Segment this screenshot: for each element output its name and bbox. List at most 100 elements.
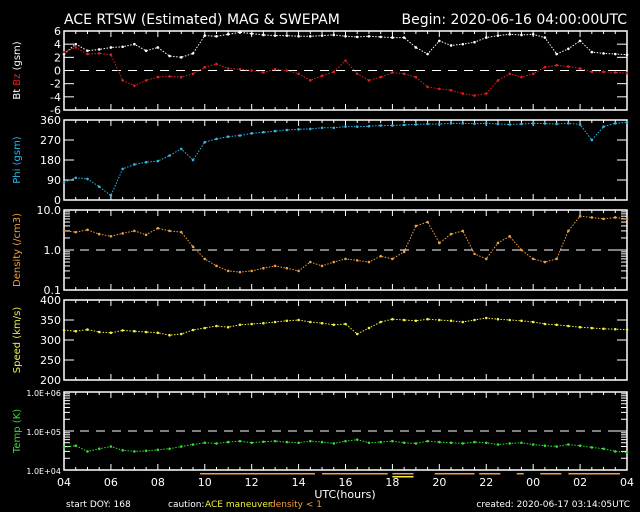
data-point-temp: [613, 450, 617, 453]
data-point-bt: [262, 33, 265, 37]
data-point-bz: [402, 72, 406, 76]
data-point-bz: [555, 63, 558, 67]
data-point-phi: [203, 140, 207, 144]
caution-label: caution:: [168, 500, 204, 510]
data-point-phi: [391, 124, 394, 127]
data-point-phi: [402, 123, 406, 127]
data-point-speed: [179, 332, 183, 336]
data-point-speed: [402, 318, 406, 322]
data-point-speed: [121, 329, 124, 332]
data-point-bz: [179, 75, 183, 79]
x-tick-label: 12: [245, 476, 259, 489]
x-tick-label: 04: [620, 476, 634, 489]
data-point-density: [203, 257, 207, 261]
y-axis-label-part: Bt: [12, 89, 23, 100]
data-point-speed: [473, 318, 476, 322]
data-point-density: [484, 257, 488, 261]
data-point-bz: [121, 79, 124, 82]
y-tick-label: 1.0E+05: [26, 428, 61, 437]
data-point-phi: [144, 160, 148, 164]
data-point-bt: [168, 54, 171, 58]
caution-density-bar: [516, 473, 524, 475]
data-point-bt: [602, 52, 605, 55]
caution-density-bar: [540, 473, 562, 475]
data-point-temp: [567, 443, 570, 446]
data-point-temp: [144, 449, 148, 453]
data-point-temp: [426, 439, 429, 443]
data-point-speed: [320, 321, 324, 325]
data-point-temp: [238, 439, 242, 443]
y-tick-label: -4: [50, 91, 61, 104]
caution-density-bar: [479, 473, 501, 475]
x-tick-label: 20: [432, 476, 446, 489]
x-tick-label: 02: [573, 476, 587, 489]
x-tick-label: 22: [479, 476, 493, 489]
data-point-phi: [226, 135, 230, 138]
data-point-phi: [613, 122, 617, 125]
caution-maneuver-bar: [392, 476, 414, 478]
data-point-phi: [238, 134, 242, 137]
data-point-bz: [250, 69, 253, 72]
data-point-temp: [543, 444, 547, 447]
data-point-temp: [309, 439, 312, 443]
data-point-bt: [367, 34, 371, 38]
data-point-bz: [590, 70, 594, 74]
start-doy: start DOY: 168: [66, 500, 131, 510]
y-tick-label: 350: [40, 314, 61, 327]
data-point-phi: [355, 125, 359, 128]
caution-density-bar: [322, 473, 388, 475]
data-point-bt: [391, 36, 394, 39]
data-point-bt: [320, 34, 324, 37]
data-point-bt: [508, 32, 512, 36]
data-point-phi: [590, 138, 594, 142]
data-point-density: [109, 235, 113, 238]
data-point-temp: [344, 439, 347, 443]
data-point-bz: [168, 75, 171, 78]
panel-phi: 360 270 180 90 0 Phi (gsm): [12, 114, 629, 207]
data-point-phi: [449, 122, 453, 125]
data-point-phi: [344, 125, 347, 128]
data-point-speed: [62, 328, 66, 332]
series-line-density: [63, 215, 628, 273]
data-point-temp: [402, 441, 406, 445]
data-point-temp: [320, 440, 324, 444]
data-point-phi: [332, 126, 336, 130]
data-point-phi: [215, 137, 218, 141]
data-point-bz: [191, 72, 195, 76]
data-point-temp: [391, 439, 394, 443]
data-point-speed: [531, 320, 535, 324]
data-point-speed: [250, 322, 253, 326]
x-tick-label: 08: [151, 476, 165, 489]
data-point-temp: [414, 442, 418, 445]
data-point-bz: [613, 71, 617, 74]
begin-time: Begin: 2020-06-16 04:00:00UTC: [402, 12, 628, 28]
data-point-bt: [250, 32, 253, 35]
data-point-phi: [379, 124, 382, 127]
data-point-temp: [438, 440, 441, 444]
data-point-bz: [602, 70, 605, 74]
data-point-density: [402, 250, 406, 254]
data-point-speed: [262, 321, 265, 325]
y-tick-label: 250: [40, 354, 61, 367]
data-point-phi: [285, 128, 289, 132]
x-tick-label: 14: [292, 476, 306, 489]
data-point-bz: [520, 75, 523, 79]
data-point-speed: [297, 318, 300, 322]
data-point-temp: [531, 443, 535, 446]
data-point-bt: [215, 34, 218, 38]
data-point-temp: [168, 447, 171, 451]
data-point-speed: [625, 328, 629, 331]
y-axis-label: Bt Bz (gsm): [12, 41, 23, 99]
data-point-phi: [414, 123, 418, 126]
data-point-temp: [191, 443, 195, 446]
data-point-phi: [461, 122, 465, 125]
data-point-bt: [156, 46, 160, 49]
data-point-bt: [344, 34, 347, 38]
data-point-density: [414, 224, 418, 228]
data-point-phi: [121, 167, 124, 171]
data-point-bz: [496, 79, 500, 82]
data-point-density: [191, 245, 195, 249]
y-tick-label: 1.0E+06: [26, 389, 61, 398]
data-point-density: [179, 230, 183, 234]
data-point-temp: [355, 438, 359, 441]
